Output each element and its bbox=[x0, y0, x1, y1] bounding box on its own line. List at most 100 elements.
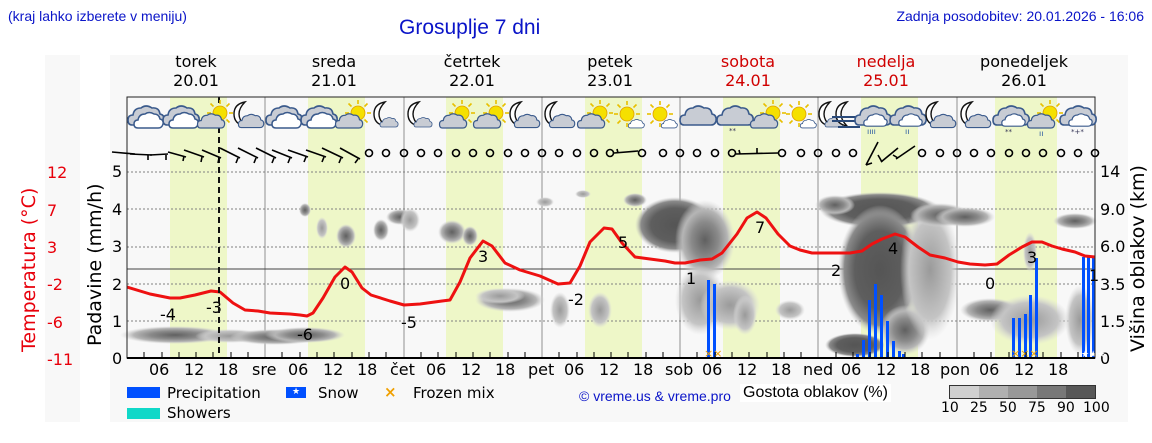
svg-text:-4: -4 bbox=[160, 305, 176, 324]
temp-tick: -11 bbox=[47, 350, 74, 369]
temp-tick: 12 bbox=[47, 163, 68, 182]
svg-text:-6: -6 bbox=[297, 325, 313, 344]
svg-text:★★★: ★★★ bbox=[1081, 350, 1105, 360]
x-tick: 06 bbox=[979, 360, 1000, 379]
frozen-mix-icon: × bbox=[384, 383, 397, 401]
x-tick: 18 bbox=[495, 360, 516, 379]
svg-text:ıııı: ıııı bbox=[867, 127, 876, 136]
svg-text:1: 1 bbox=[686, 269, 696, 288]
day-label-petek: petek 23.01 bbox=[587, 52, 633, 90]
x-axis-ticks bbox=[143, 352, 1079, 358]
svg-text:-2: -2 bbox=[568, 290, 584, 309]
svg-text:2: 2 bbox=[831, 261, 841, 280]
svg-text:**: ** bbox=[729, 127, 737, 135]
svg-text:**: ** bbox=[1005, 128, 1013, 136]
cloud-tick: 14 bbox=[1100, 162, 1121, 181]
cloud-tick: 3.5 bbox=[1100, 275, 1126, 294]
day-label-cetrtek: četrtek 22.01 bbox=[443, 52, 501, 90]
partly-sunny-rain-icon: ıı bbox=[1026, 99, 1064, 138]
x-tick: 06 bbox=[426, 360, 447, 379]
temperature-axis-panel bbox=[45, 55, 80, 422]
credit-link[interactable]: © vreme.us & vreme.pro bbox=[579, 388, 731, 404]
legend-snow: Snow bbox=[318, 384, 359, 402]
showers-swatch bbox=[127, 408, 160, 419]
svg-text:××: ×× bbox=[704, 347, 722, 360]
snow-markers: ★★★ bbox=[1081, 350, 1105, 360]
legend-frozen-mix: Frozen mix bbox=[413, 384, 495, 402]
x-tick: pon bbox=[940, 360, 971, 379]
precip-tick: 1 bbox=[112, 312, 123, 331]
svg-text:-5: -5 bbox=[401, 313, 417, 332]
precip-tick: 5 bbox=[112, 162, 123, 181]
day-label-torek: torek 20.01 bbox=[173, 52, 219, 90]
svg-text:1: 1 bbox=[1089, 266, 1099, 285]
x-tick: pet bbox=[528, 360, 555, 379]
svg-text:*+*: *+* bbox=[1071, 128, 1084, 136]
x-tick: 12 bbox=[184, 360, 205, 379]
x-tick: 12 bbox=[461, 360, 482, 379]
cloud-tick: 1.5 bbox=[1100, 312, 1126, 331]
svg-text:3: 3 bbox=[1027, 248, 1037, 267]
x-tick: 12 bbox=[1014, 360, 1035, 379]
svg-text:4: 4 bbox=[888, 239, 898, 258]
wind-calm-circles bbox=[364, 148, 1100, 158]
x-tick: čet bbox=[390, 360, 415, 379]
svg-text:0: 0 bbox=[985, 274, 995, 293]
day-label-sobota: sobota 24.01 bbox=[720, 52, 776, 90]
frozen-mix-markers: ×× ××× bbox=[704, 347, 1039, 360]
cloudy-rain-icon: ıı bbox=[889, 105, 927, 136]
day-label-ponedeljek: ponedeljek 26.01 bbox=[980, 52, 1068, 90]
x-tick: ned bbox=[803, 360, 834, 379]
x-tick: 12 bbox=[876, 360, 897, 379]
temp-tick: 3 bbox=[47, 238, 58, 257]
precipitation-swatch bbox=[127, 387, 160, 398]
x-tick: 06 bbox=[564, 360, 585, 379]
day-label-sreda: sreda 21.01 bbox=[311, 52, 357, 90]
cloud-tick: 0 bbox=[1100, 349, 1111, 368]
temperature-line bbox=[126, 210, 1096, 318]
x-tick: sob bbox=[665, 360, 694, 379]
x-tick: 06 bbox=[702, 360, 723, 379]
cloud-density-title: Gostota oblakov (%) bbox=[740, 384, 891, 402]
precipitation-bars bbox=[707, 255, 1095, 358]
x-tick: sre bbox=[252, 360, 277, 379]
svg-text:×××: ××× bbox=[1011, 347, 1039, 360]
cloudy-snow-icon: ** bbox=[992, 105, 1030, 136]
x-tick: 18 bbox=[218, 360, 239, 379]
cloudy-snow-icon: ** bbox=[716, 105, 754, 135]
svg-text:0: 0 bbox=[340, 274, 350, 293]
temp-tick: -6 bbox=[47, 313, 63, 332]
cloud-tick: 6.0 bbox=[1100, 237, 1126, 256]
x-tick: 18 bbox=[771, 360, 792, 379]
x-tick: 18 bbox=[1048, 360, 1069, 379]
precip-tick: 4 bbox=[112, 200, 123, 219]
x-tick: 18 bbox=[910, 360, 931, 379]
day-label-nedelja: nedelja 25.01 bbox=[856, 52, 916, 90]
cloud-density-scale bbox=[949, 385, 1096, 399]
svg-text:-3: -3 bbox=[206, 298, 222, 317]
x-tick: 18 bbox=[357, 360, 378, 379]
weather-icons-row: ** ıııı ıı ** ıı *+* bbox=[127, 99, 1097, 138]
x-tick: 18 bbox=[633, 360, 654, 379]
cloudy-snow-icon: *+* bbox=[1059, 105, 1097, 136]
snow-swatch-icon: ★ bbox=[286, 387, 306, 398]
svg-text:7: 7 bbox=[755, 218, 765, 237]
last-updated: Zadnja posodobitev: 20.01.2026 - 16:06 bbox=[896, 8, 1144, 24]
svg-text:ıı: ıı bbox=[905, 127, 909, 136]
legend-precipitation: Precipitation bbox=[167, 384, 261, 402]
svg-text:3: 3 bbox=[478, 247, 488, 266]
precip-tick: 0 bbox=[112, 349, 123, 368]
page-title: Grosuplje 7 dni bbox=[399, 16, 541, 39]
svg-text:ıı: ıı bbox=[1039, 129, 1043, 138]
cloud-tick: 9.0 bbox=[1100, 200, 1126, 219]
cloudy-rain-icon: ıııı bbox=[854, 105, 892, 136]
location-hint: (kraj lahko izberete v meniju) bbox=[8, 8, 187, 24]
precip-tick: 3 bbox=[112, 237, 123, 256]
x-tick: 06 bbox=[149, 360, 170, 379]
x-tick: 12 bbox=[737, 360, 758, 379]
temp-tick: 7 bbox=[47, 201, 58, 220]
svg-text:5: 5 bbox=[618, 233, 628, 252]
x-tick: 12 bbox=[323, 360, 344, 379]
wind-barbs-light bbox=[613, 141, 916, 166]
